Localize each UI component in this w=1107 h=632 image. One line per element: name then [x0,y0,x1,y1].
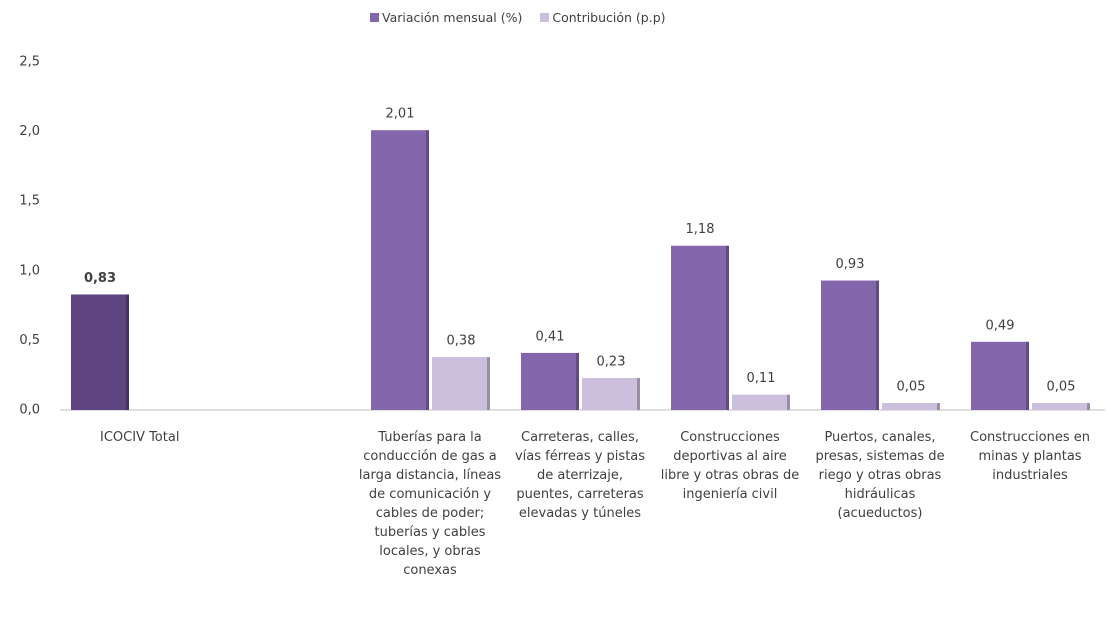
bar-shade [1087,403,1090,410]
value-label: 1,18 [686,222,715,237]
x-tick-label: Tuberías para la conducción de gas a lar… [358,430,502,578]
y-tick-label: 1,5 [19,194,40,209]
x-tick-label: Construcciones en minas y plantas indust… [970,430,1090,483]
y-tick-label: 0,5 [19,333,40,348]
x-tick-label: Puertos, canales, presas, sistemas de ri… [815,430,945,521]
value-label: 2,01 [386,107,415,122]
legend-label: Contribución (p.p) [552,10,666,25]
bar [971,341,1029,410]
x-tick-label: Carreteras, calles, vías férreas y pista… [514,430,646,521]
value-label: 0,05 [897,380,926,395]
legend: Variación mensual (%) Contribución (p.p) [370,10,684,25]
bar-shade [1026,341,1029,410]
value-label: 0,41 [536,329,565,344]
legend-swatch [540,13,550,22]
bar-shade [126,294,129,410]
bar [821,280,879,410]
bar [521,352,579,410]
bar [732,394,790,410]
value-label: 0,05 [1047,380,1076,395]
value-label: 0,23 [597,354,626,369]
bar-shade [937,403,940,410]
value-label: 0,11 [747,371,776,386]
y-tick-label: 0,0 [19,403,40,418]
bar [432,357,490,410]
legend-item: Variación mensual (%) [370,10,522,25]
value-label: 0,49 [986,318,1015,333]
y-tick-label: 1,0 [19,263,40,278]
value-label: 0,83 [84,271,116,286]
bar-shade [876,280,879,410]
y-tick-label: 2,5 [19,55,40,70]
x-tick-label: ICOCIV Total [100,430,180,445]
value-label: 0,38 [447,334,476,349]
x-tick-label: Construcciones deportivas al aire libre … [660,430,800,502]
bar-shade [426,130,429,410]
bar-shade [787,394,790,410]
bar-shade [576,352,579,410]
bar [371,130,429,410]
bar [71,294,129,410]
value-label: 0,93 [836,257,865,272]
bar-shade [637,377,640,410]
legend-item: Contribución (p.p) [540,10,666,25]
bar [671,245,729,410]
bar-shade [726,245,729,410]
y-tick-label: 2,0 [19,124,40,139]
bar [582,377,640,410]
bar [1032,403,1090,410]
bar-shade [487,357,490,410]
bar [882,403,940,410]
legend-label: Variación mensual (%) [382,10,523,25]
legend-swatch [370,13,379,22]
